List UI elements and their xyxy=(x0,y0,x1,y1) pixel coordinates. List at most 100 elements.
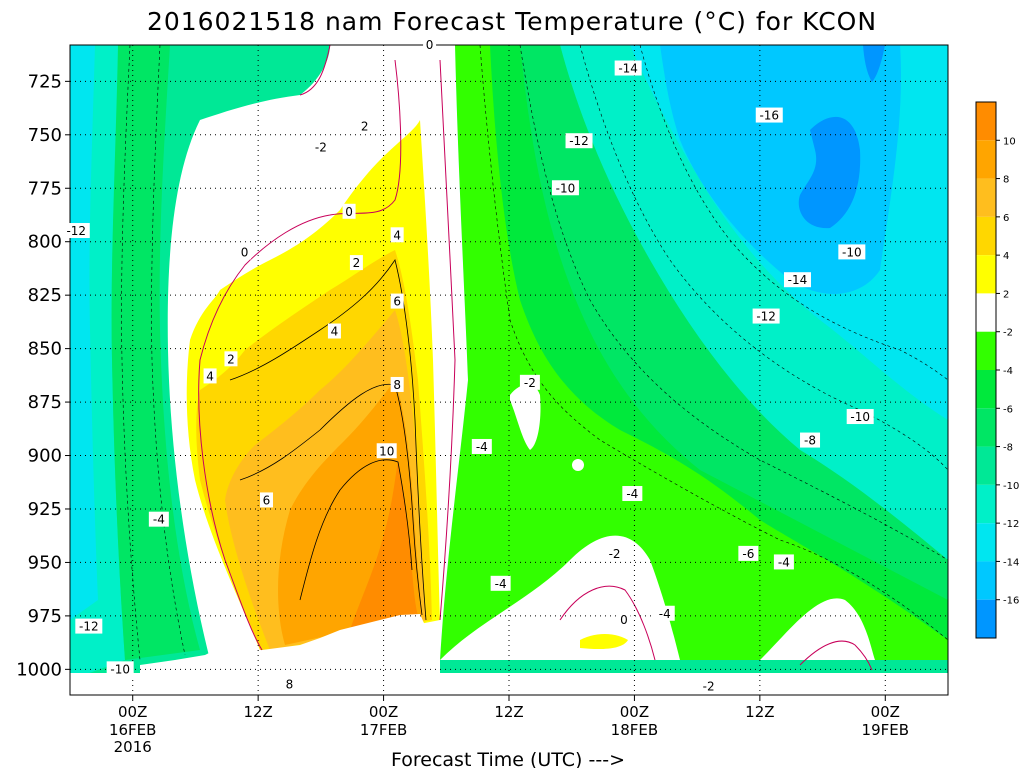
contour-label-bg xyxy=(846,409,874,425)
contour-label-text: 2 xyxy=(227,352,235,366)
temperature-filled-contours xyxy=(70,45,948,695)
contour-label: -4 xyxy=(622,486,643,502)
contour-label-text: 4 xyxy=(331,325,339,339)
y-tick-label: 1000 xyxy=(16,659,62,680)
contour-label-text: 2 xyxy=(353,256,361,270)
contour-label: -4 xyxy=(490,575,511,591)
colorbar-swatch xyxy=(976,484,996,524)
contour-label-text: -10 xyxy=(110,662,130,676)
contour-label-text: 4 xyxy=(206,369,214,383)
y-tick-label: 750 xyxy=(28,125,62,146)
contour-label: -6 xyxy=(738,545,759,561)
x-tick-label: 12Z xyxy=(494,703,523,721)
contour-label-text: 0 xyxy=(426,38,434,52)
colorbar-label: -6 xyxy=(1003,404,1013,415)
contour-label-bg xyxy=(390,376,404,392)
contour-label-bg xyxy=(106,661,134,677)
colorbar-label: -4 xyxy=(1003,366,1013,377)
y-tick-label: 975 xyxy=(28,606,62,627)
contour-label-text: -4 xyxy=(476,440,488,454)
y-tick-label: 825 xyxy=(28,285,62,306)
y-tick-label: 775 xyxy=(28,178,62,199)
contour-label-text: -12 xyxy=(569,134,589,148)
contour-label-text: -12 xyxy=(756,310,776,324)
contour-label-text: -6 xyxy=(742,547,754,561)
chart-title: 2016021518 nam Forecast Temperature (°C)… xyxy=(147,7,877,36)
contour-label-bg xyxy=(755,107,783,123)
contour-label: -12 xyxy=(62,223,90,239)
contour-label: 6 xyxy=(260,492,274,508)
contour-label: -12 xyxy=(75,618,103,634)
contour-label: -10 xyxy=(846,409,874,425)
contour-label-bg xyxy=(376,443,397,459)
contour-label-bg xyxy=(614,60,642,76)
colorbar-swatch xyxy=(976,255,996,294)
colorbar-swatch xyxy=(976,523,996,562)
contour-label-bg xyxy=(423,37,437,52)
contour-label: 2 xyxy=(349,255,363,271)
colorbar-label: -12 xyxy=(1003,519,1019,530)
contour-label-bg xyxy=(310,139,331,155)
x-axis-label: Forecast Time (UTC) ---> xyxy=(391,749,625,768)
contour-label-text: 6 xyxy=(393,295,401,309)
colorbar-swatch xyxy=(976,599,996,638)
contour-label: -2 xyxy=(698,678,719,694)
contour-label: 6 xyxy=(390,293,404,309)
y-tick-label: 800 xyxy=(28,232,62,253)
contour-label: 0 xyxy=(238,244,252,260)
colorbar-label: 10 xyxy=(1003,136,1016,147)
contour-label-text: -4 xyxy=(626,487,638,501)
y-tick-label: 950 xyxy=(28,552,62,573)
contour-label-text: -4 xyxy=(495,577,507,591)
contour-label: 4 xyxy=(203,368,217,384)
contour-label-text: 2 xyxy=(361,119,369,133)
contour-label-text: -10 xyxy=(556,181,576,195)
colorbar-swatch xyxy=(976,102,996,141)
contour-label-text: -14 xyxy=(788,273,808,287)
contour-label-text: -2 xyxy=(315,141,327,155)
contour-label-bg xyxy=(349,255,363,271)
contour-label-bg xyxy=(283,676,296,692)
contour-label-bg xyxy=(565,133,593,149)
colorbar-swatch xyxy=(976,140,996,179)
contour-label: 0 xyxy=(342,203,356,219)
contour-label-bg xyxy=(752,308,780,324)
contour-label-bg xyxy=(224,351,238,367)
contour-label: -12 xyxy=(565,133,593,149)
contour-label-text: 0 xyxy=(241,245,249,259)
contour-label: 4 xyxy=(327,323,341,339)
contour-label-bg xyxy=(738,545,759,561)
chart-grid xyxy=(70,45,948,695)
contour-label-text: -16 xyxy=(759,109,779,123)
contour-label-text: -14 xyxy=(618,62,638,76)
contour-label-text: -2 xyxy=(609,547,621,561)
x-tick-label: 00Z xyxy=(369,703,398,721)
contour-label-bg xyxy=(838,244,866,260)
contour-label-bg xyxy=(617,612,631,628)
contour-label: 8 xyxy=(283,676,296,692)
contour-label-bg xyxy=(800,432,821,448)
colorbar-swatch xyxy=(976,370,996,409)
y-tick-label: 725 xyxy=(28,71,62,92)
contour-label-text: 0 xyxy=(620,613,628,627)
x-tick-date-label: 18FEB xyxy=(611,721,658,739)
contour-label-bg xyxy=(203,368,217,384)
contour-lines xyxy=(121,45,948,671)
contour-label-text: -2 xyxy=(524,376,536,390)
colorbar-label: 4 xyxy=(1003,251,1009,262)
contour-label-text: -2 xyxy=(703,679,715,693)
contour-label: -12 xyxy=(752,308,780,324)
contour-label: -4 xyxy=(471,438,492,454)
colorbar-swatch xyxy=(976,216,996,256)
contour-label: 0 xyxy=(617,612,631,628)
colorbar-label: 6 xyxy=(1003,213,1009,224)
contour-label: -2 xyxy=(604,545,625,561)
colorbar-swatch xyxy=(976,331,996,370)
contour-label: -14 xyxy=(614,60,642,76)
colorbar-label: 8 xyxy=(1003,175,1009,186)
contour-label-text: -12 xyxy=(79,620,99,634)
contour-label-text: -8 xyxy=(804,434,816,448)
